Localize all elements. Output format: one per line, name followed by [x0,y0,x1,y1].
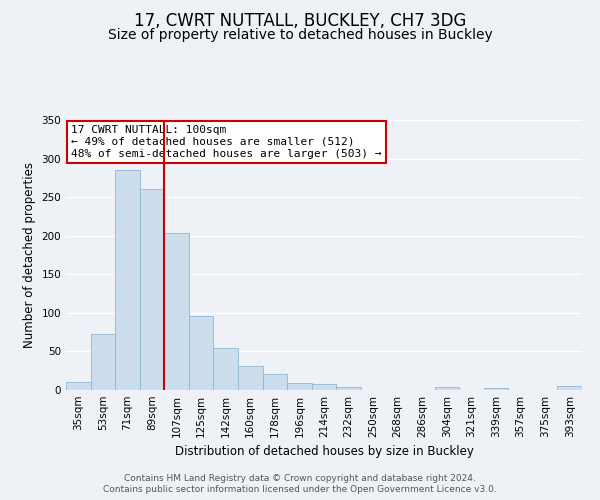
Bar [66,382,91,390]
Text: 17 CWRT NUTTALL: 100sqm
← 49% of detached houses are smaller (512)
48% of semi-d: 17 CWRT NUTTALL: 100sqm ← 49% of detache… [71,126,382,158]
Y-axis label: Number of detached properties: Number of detached properties [23,162,36,348]
Text: Contains HM Land Registry data © Crown copyright and database right 2024.
Contai: Contains HM Land Registry data © Crown c… [103,474,497,494]
Text: Size of property relative to detached houses in Buckley: Size of property relative to detached ho… [107,28,493,42]
Text: 17, CWRT NUTTALL, BUCKLEY, CH7 3DG: 17, CWRT NUTTALL, BUCKLEY, CH7 3DG [134,12,466,30]
Bar [189,316,214,390]
Bar [434,387,459,390]
Bar [115,170,140,390]
Bar [484,388,508,390]
X-axis label: Distribution of detached houses by size in Buckley: Distribution of detached houses by size … [175,446,473,458]
Bar [214,348,238,390]
Bar [263,374,287,390]
Bar [312,384,336,390]
Bar [238,366,263,390]
Bar [91,334,115,390]
Bar [140,190,164,390]
Bar [287,383,312,390]
Bar [557,386,582,390]
Bar [336,387,361,390]
Bar [164,232,189,390]
